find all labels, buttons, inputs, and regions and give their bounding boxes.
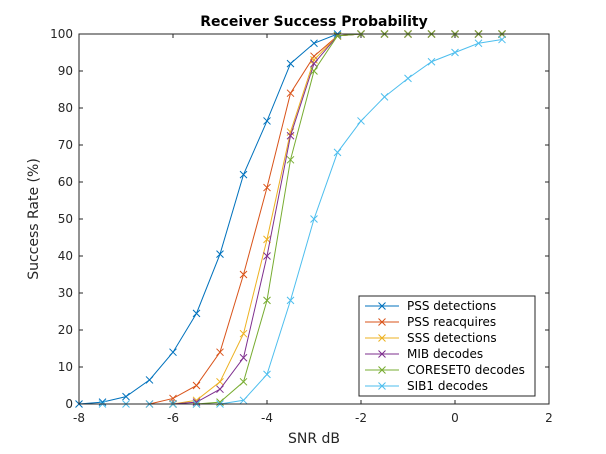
y-tick-label: 0 [65,397,73,411]
x-tick-label: -2 [355,411,367,425]
data-point-marker [192,381,201,390]
legend-label: PSS reacquires [407,315,496,329]
data-point-marker [286,131,295,140]
x-tick-label: -8 [73,411,85,425]
x-tick-label: 0 [451,411,459,425]
data-point-marker [310,52,318,61]
data-point-marker [404,74,412,83]
legend-label: CORESET0 decodes [407,363,525,377]
legend-box [358,295,536,397]
data-point-marker [169,394,177,403]
data-point-marker [263,117,271,125]
legend-entry: CORESET0 decodes [365,363,525,377]
legend-label: MIB decodes [407,347,483,361]
data-point-marker [239,170,248,179]
y-tick-label: 30 [58,286,73,300]
data-point-marker [427,57,436,66]
data-point-marker [286,155,295,164]
x-tick-label: -6 [167,411,179,425]
data-point-marker [169,348,177,357]
data-point-marker [333,148,342,157]
legend-swatch-marker [378,318,386,326]
data-point-marker [263,183,271,192]
y-tick-label: 70 [58,138,73,152]
data-point-marker [263,370,271,379]
data-point-marker [474,39,483,48]
legend-entry: SIB1 decodes [365,379,488,393]
data-point-marker [239,377,248,386]
legend-swatch-marker [378,302,386,310]
data-point-marker [286,59,295,68]
data-point-marker [310,56,318,64]
data-point-marker [498,35,506,44]
legend-swatch-marker [378,382,386,390]
x-tick-label: 2 [545,411,553,425]
data-point-marker [286,296,295,305]
y-tick-label: 40 [58,249,73,263]
legend-label: PSS detections [407,299,496,313]
data-point-marker [310,67,318,75]
data-point-marker [380,93,389,101]
legend-entry: PSS detections [365,299,496,313]
data-point-marker [239,270,248,279]
data-point-marker [239,396,248,405]
legend-entry: MIB decodes [365,347,483,361]
data-point-marker [216,377,224,386]
legend: PSS detections PSS reacquires SSS detectio… [358,295,536,397]
legend-swatch-marker [378,366,386,374]
legend-entry: SSS detections [365,331,497,345]
y-tick-label: 60 [58,175,73,189]
y-tick-label: 50 [58,212,73,226]
data-point-marker [145,376,154,384]
data-point-marker [451,48,459,57]
legend-label: SIB1 decodes [407,379,488,393]
data-point-marker [216,250,224,259]
y-axis-label: Success Rate (%) [26,158,42,280]
data-point-marker [263,252,271,260]
legend-swatch-marker [378,334,386,342]
data-point-marker [286,89,295,98]
legend-label: SSS detections [407,331,497,345]
legend-entry: PSS reacquires [365,315,496,329]
data-point-marker [122,392,130,401]
data-point-marker [310,59,318,68]
data-point-marker [357,117,365,125]
data-point-marker [263,296,271,305]
data-point-marker [216,385,224,394]
y-tick-label: 80 [58,101,73,115]
data-point-marker [239,329,248,338]
y-tick-label: 20 [58,323,73,337]
y-tick-label: 90 [58,64,73,78]
data-point-marker [192,309,201,318]
x-axis-label: SNR dB [288,431,340,447]
data-point-marker [310,215,318,223]
data-point-marker [310,39,318,48]
y-tick-label: 100 [50,27,73,41]
data-point-marker [239,353,248,362]
y-tick-label: 10 [58,360,73,374]
chart-title: Receiver Success Probability [200,14,427,30]
data-point-marker [216,348,224,357]
legend-swatch-marker [378,350,386,358]
plot-frame [78,33,550,405]
x-tick-label: -4 [261,411,273,425]
